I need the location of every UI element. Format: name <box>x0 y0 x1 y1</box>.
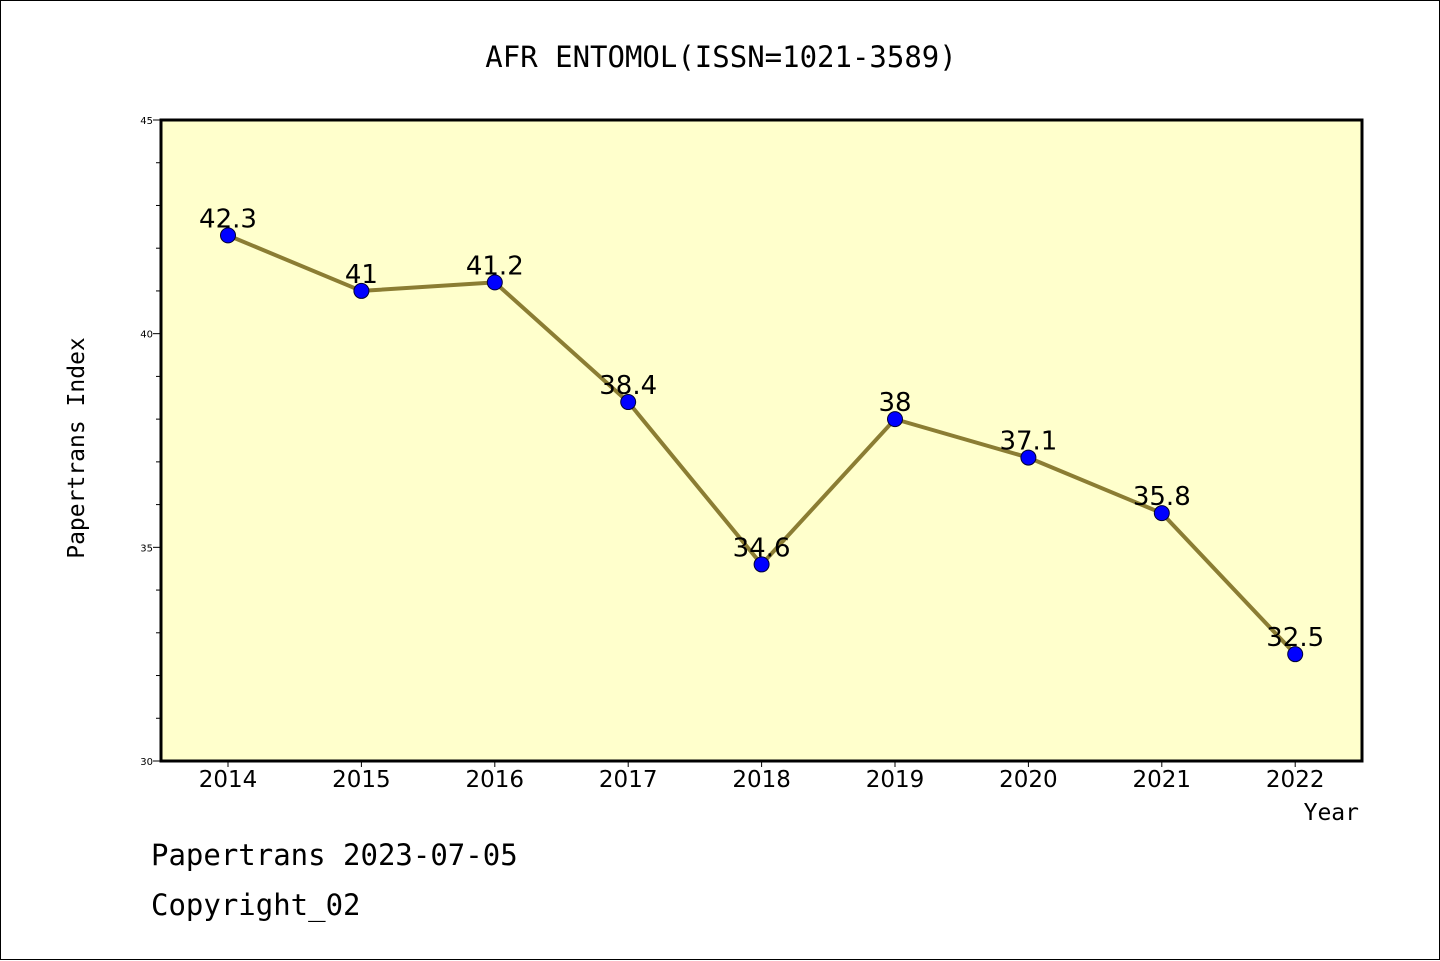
x-axis-title: Year <box>1304 800 1359 826</box>
data-label: 38.4 <box>599 371 657 401</box>
y-tick-label: 30 <box>140 757 153 768</box>
data-point <box>1153 505 1170 522</box>
footer-date: Papertrans 2023-07-05 <box>151 838 518 872</box>
y-axis: 30 35 40 45 <box>140 116 161 768</box>
data-label: 42.3 <box>199 204 257 234</box>
y-axis-title: Papertrans Index <box>64 337 90 559</box>
y-tick-label: 45 <box>140 116 153 127</box>
data-label: 38 <box>878 388 911 418</box>
data-label: 37.1 <box>999 427 1057 457</box>
data-point <box>353 282 370 299</box>
data-label: 34.6 <box>733 533 791 563</box>
x-tick-label: 2015 <box>332 767 391 793</box>
data-point <box>220 227 236 244</box>
data-label: 41 <box>345 260 378 290</box>
data-point <box>1020 449 1037 466</box>
data-point <box>1287 646 1304 663</box>
footer-copyright: Copyright_02 <box>151 888 361 923</box>
x-tick-label: 2017 <box>599 767 658 793</box>
series-papertrans-index: 42.3 41 41.2 38.4 34.6 38 37.1 35.8 32.5 <box>199 204 1324 663</box>
x-tick-label: 2019 <box>866 767 925 793</box>
data-point <box>753 556 770 573</box>
x-tick-label: 2016 <box>466 767 525 793</box>
data-label: 32.5 <box>1266 623 1324 653</box>
data-label: 41.2 <box>466 251 524 281</box>
x-tick-label: 2014 <box>199 767 258 793</box>
data-label: 35.8 <box>1133 482 1191 512</box>
x-tick-label: 2021 <box>1133 767 1192 793</box>
x-tick-label: 2022 <box>1266 767 1325 793</box>
chart-title: AFR ENTOMOL(ISSN=1021-3589) <box>485 40 956 74</box>
plot-area <box>159 118 1364 763</box>
data-point <box>887 411 903 428</box>
x-tick-label: 2018 <box>732 767 791 793</box>
x-tick-label: 2020 <box>999 767 1058 793</box>
data-point <box>620 394 637 411</box>
x-axis: 2014 2015 2016 2017 2018 2019 2020 2021 2022 <box>199 761 1325 793</box>
y-tick-label: 35 <box>140 543 153 554</box>
data-point <box>486 274 503 291</box>
y-tick-label: 40 <box>140 330 153 341</box>
